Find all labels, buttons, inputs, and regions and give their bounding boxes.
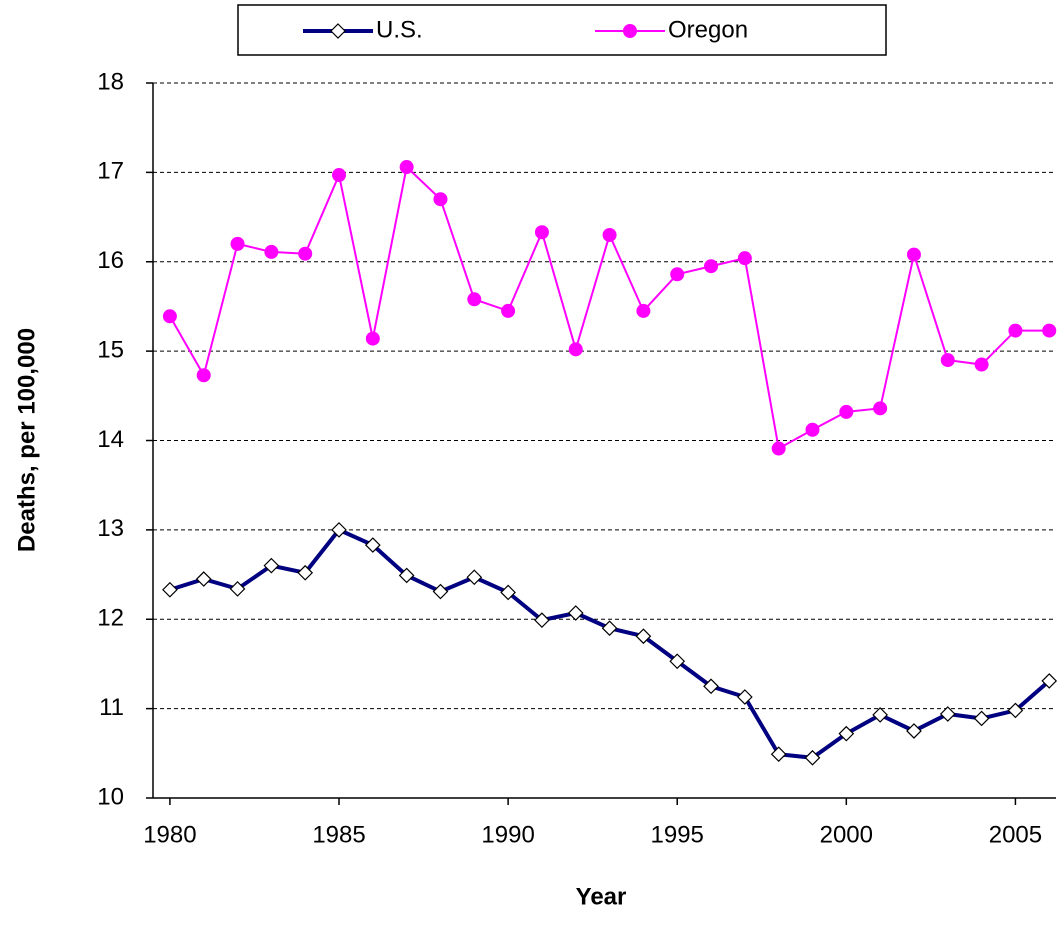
marker [737,689,753,705]
marker [737,251,752,266]
marker [839,404,854,419]
marker [433,192,448,207]
y-tick-label: 14 [97,426,124,453]
marker [623,24,637,38]
marker [501,303,516,318]
series-line [169,527,1051,760]
y-tick-label: 12 [97,605,124,632]
marker [332,168,347,183]
marker [906,723,922,739]
marker [229,581,246,597]
legend-label: Oregon [668,16,748,43]
marker [330,23,346,39]
marker [432,583,449,600]
x-tick-label: 2005 [989,821,1042,848]
marker [770,746,787,763]
y-tick-label: 15 [97,336,124,363]
marker [939,706,956,722]
marker [263,557,280,574]
marker [669,653,686,670]
y-tick-label: 17 [97,158,124,185]
marker [230,236,245,251]
marker [196,368,211,383]
marker [838,725,855,742]
marker [568,342,583,357]
marker [1041,673,1057,689]
series-line [169,165,1050,451]
marker [1042,323,1057,338]
marker [872,707,888,723]
marker [1008,323,1023,338]
x-tick-label: 1995 [651,821,704,848]
x-axis-label: Year [576,883,627,910]
x-tick-label: 1980 [143,821,196,848]
marker [331,522,347,538]
marker [974,357,989,372]
y-tick-label: 10 [97,783,124,810]
x-tick-label: 1990 [481,821,534,848]
marker [704,259,719,274]
marker [805,422,820,437]
marker [670,267,685,282]
marker [398,567,415,584]
marker [804,749,821,766]
y-tick-label: 16 [97,247,124,274]
marker [873,401,888,416]
marker [195,571,212,587]
marker [703,678,719,695]
marker [534,612,550,628]
marker [601,620,618,637]
marker [162,581,178,598]
marker [162,309,177,324]
marker [635,628,652,645]
y-tick-label: 13 [97,515,124,542]
marker [940,353,955,368]
marker [364,537,381,553]
marker [467,292,482,307]
marker [602,227,617,242]
marker [771,441,786,456]
y-tick-label: 11 [99,694,124,721]
marker [365,331,380,346]
marker [500,584,516,601]
marker [534,225,549,240]
y-axis-label: Deaths, per 100,000 [13,328,40,552]
marker [973,710,990,727]
marker [466,569,483,586]
marker [298,246,313,261]
x-tick-label: 2000 [820,821,873,848]
legend-label: U.S. [376,16,423,43]
marker [297,564,314,581]
marker [906,247,921,262]
marker [567,605,584,621]
marker [1007,702,1024,719]
y-tick-label: 18 [97,68,124,95]
marker [264,244,279,259]
x-tick-label: 1985 [312,821,365,848]
marker [636,303,651,318]
marker [399,160,414,175]
